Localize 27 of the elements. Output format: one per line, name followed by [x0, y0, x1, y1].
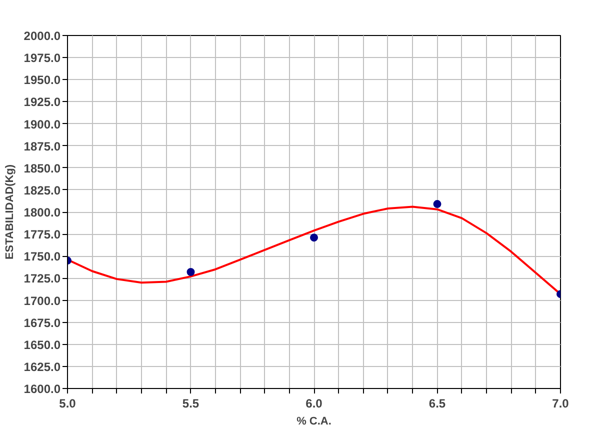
- y-tick-label: 1925.0: [24, 95, 61, 110]
- y-tick-label: 2000.0: [24, 29, 61, 43]
- x-tick-label: 7.0: [552, 396, 570, 410]
- y-tick-label: 1700.0: [24, 294, 61, 308]
- x-tick-label: 5.5: [182, 396, 200, 410]
- point: [310, 234, 318, 242]
- y-tick-label: 1650.0: [24, 338, 61, 352]
- y-tick-label: 1775.0: [24, 228, 61, 242]
- y-tick-label: 1675.0: [24, 316, 61, 330]
- y-tick-label: 1900.0: [24, 117, 61, 132]
- y-tick-label: 1750.0: [24, 250, 61, 264]
- y-tick-label: 1800.0: [24, 206, 61, 220]
- y-tick-label: 1850.0: [24, 161, 61, 176]
- y-tick-label: 1725.0: [24, 272, 61, 286]
- point: [186, 268, 195, 276]
- y-tick-label: 1825.0: [24, 183, 61, 198]
- x-tick-label: 6.0: [306, 396, 323, 410]
- y-tick-label: 1625.0: [24, 360, 61, 374]
- y-tick-label: 1600.0: [24, 382, 61, 396]
- y-axis-title: ESTABILIDAD(Kg): [4, 164, 16, 260]
- point: [433, 200, 442, 208]
- x-tick-label: 5.0: [59, 396, 76, 410]
- x-tick-label: 6.5: [428, 396, 446, 410]
- y-tick-label: 1975.0: [24, 51, 61, 66]
- x-axis-title: % C.A.: [296, 416, 332, 428]
- y-tick-label: 1950.0: [24, 73, 61, 88]
- y-tick-label: 1875.0: [24, 139, 61, 154]
